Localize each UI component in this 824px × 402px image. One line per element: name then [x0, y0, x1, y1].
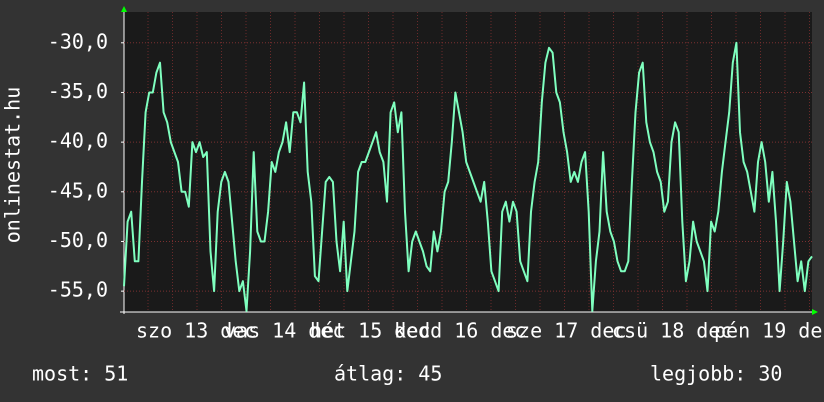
stat-label: most: 51	[32, 362, 128, 386]
axis-arrow	[812, 309, 818, 315]
stat-label: legjobb: 30	[650, 362, 782, 386]
y-tick-label: -45,0	[48, 178, 108, 202]
plot-area	[124, 12, 812, 312]
x-tick-label: csü 18 dec	[612, 319, 732, 343]
x-tick-label: pén 19 dec	[714, 319, 824, 343]
x-tick-label: vas 14 dec	[224, 319, 344, 343]
data-line	[123, 41, 813, 312]
y-tick-label: -55,0	[48, 278, 108, 302]
y-tick-label: -35,0	[48, 79, 108, 103]
x-tick-label: hét 15 dec	[310, 319, 430, 343]
y-axis-label: onlinestat.hu	[1, 87, 25, 244]
stat-label: átlag: 45	[334, 362, 442, 386]
y-tick-label: -40,0	[48, 129, 108, 153]
x-tick-label: sze 17 dec	[506, 319, 626, 343]
axis-arrow	[121, 6, 127, 12]
x-tick-label: szo 13 dec	[136, 319, 256, 343]
y-tick-label: -50,0	[48, 228, 108, 252]
y-tick-label: -30,0	[48, 29, 108, 53]
x-tick-label: kedd 16 dec	[394, 319, 526, 343]
